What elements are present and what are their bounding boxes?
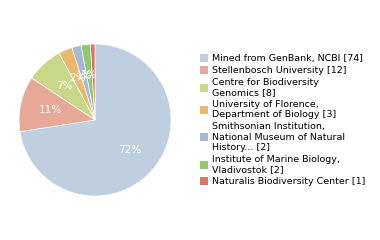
Text: 11%: 11%: [39, 105, 62, 115]
Text: 72%: 72%: [118, 145, 141, 155]
Wedge shape: [32, 53, 95, 120]
Text: 1%: 1%: [76, 71, 92, 81]
Text: 2%: 2%: [69, 73, 86, 83]
Wedge shape: [19, 78, 95, 132]
Wedge shape: [72, 45, 95, 120]
Text: 1%: 1%: [81, 70, 98, 80]
Wedge shape: [20, 44, 171, 196]
Wedge shape: [59, 48, 95, 120]
Wedge shape: [90, 44, 95, 120]
Legend: Mined from GenBank, NCBI [74], Stellenbosch University [12], Centre for Biodiver: Mined from GenBank, NCBI [74], Stellenbo…: [200, 54, 365, 186]
Wedge shape: [81, 44, 95, 120]
Text: 7%: 7%: [56, 81, 73, 91]
